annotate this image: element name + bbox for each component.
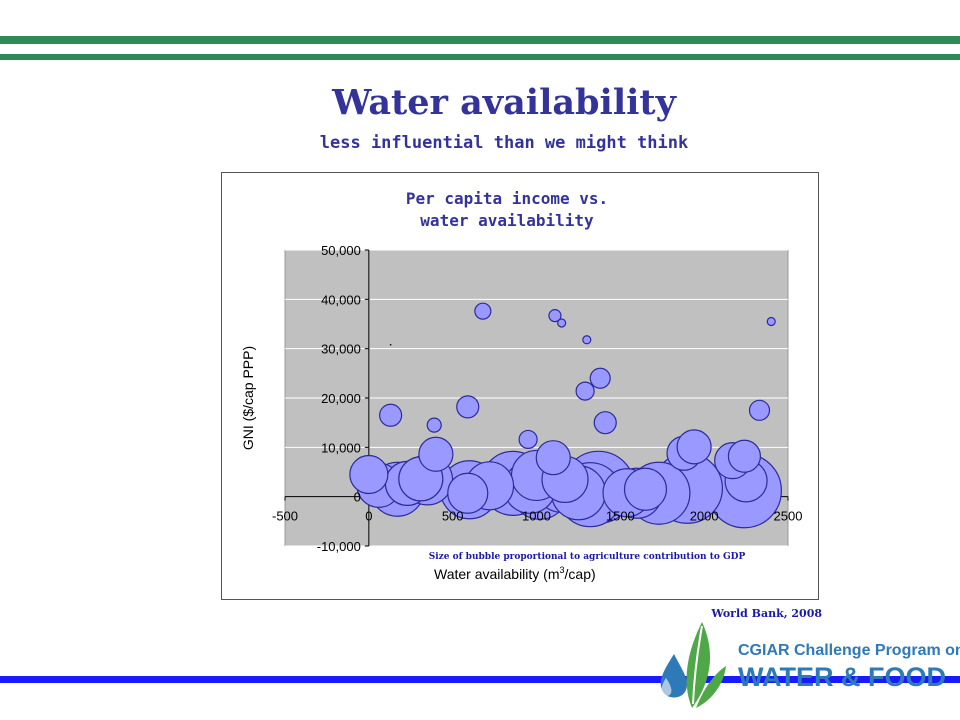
x-axis-label-main: Water availability (m <box>434 566 560 582</box>
bubble-0 <box>379 403 403 427</box>
y-tick-label-1: 0 <box>354 490 361 505</box>
x-tick-label-3: 1000 <box>522 509 551 524</box>
bubble-15 <box>676 429 712 465</box>
bottom-blue-stripe <box>0 676 960 683</box>
y-tick-label-4: 30,000 <box>321 342 361 357</box>
bubble-11 <box>766 316 776 327</box>
bubble-size-note: Size of bubble proportional to agricultu… <box>429 552 746 562</box>
x-tick-label-1: 0 <box>365 509 372 524</box>
bubble-10 <box>518 429 538 450</box>
bubble-17 <box>418 436 454 472</box>
bubble-9 <box>593 411 617 435</box>
bubble-7 <box>589 367 611 389</box>
bubble-1 <box>426 417 442 433</box>
y-tick-label-3: 20,000 <box>321 391 361 406</box>
bubble-18 <box>535 440 571 476</box>
y-tick-label-0: -10,000 <box>317 539 361 554</box>
x-tick-label-4: 1500 <box>606 509 635 524</box>
cgiar-logo: CGIAR Challenge Program on WATER & FOOD <box>652 614 960 710</box>
tick-labels: -500 0 500 1000 1500 2000 2500 -10,000 0 10,000 20… <box>272 243 802 554</box>
bubble-4 <box>548 309 562 323</box>
y-tick-label-6: 50,000 <box>321 243 361 258</box>
chart-title-line1: Per capita income vs. <box>406 189 608 208</box>
bubbles <box>349 302 783 529</box>
x-tick-label-2: 500 <box>442 509 464 524</box>
bubble-19 <box>349 454 389 495</box>
logo-text-line1: CGIAR Challenge Program on <box>738 642 960 659</box>
source-note: World Bank, 2008 <box>711 607 822 620</box>
slide-title: Water availability <box>332 82 676 123</box>
top-green-stripe <box>0 36 960 44</box>
x-axis-label-sup: 3 <box>560 565 565 575</box>
x-axis-label-end: /cap) <box>565 566 596 582</box>
bubble-2 <box>456 395 480 419</box>
water-drop-leaf-icon <box>660 622 726 708</box>
chart-title-line2: water availability <box>420 211 594 230</box>
bubble-5 <box>557 318 567 328</box>
logo-text-line2: WATER & FOOD <box>738 662 946 692</box>
x-axis-label: Water availability (m3/cap) <box>434 565 596 582</box>
bubble-39 <box>623 467 668 511</box>
bubble-3 <box>474 302 492 320</box>
y-tick-label-5: 40,000 <box>321 292 361 307</box>
bubble-6 <box>582 335 592 345</box>
x-tick-label-5: 2000 <box>690 509 719 524</box>
slide-subtitle: less influential than we might think <box>319 133 689 153</box>
x-tick-label-0: -500 <box>272 509 298 524</box>
bubble-44 <box>389 343 392 346</box>
bubble-26 <box>447 472 489 514</box>
chart-frame: Per capita income vs. water availability… <box>221 172 819 600</box>
bubble-8 <box>575 381 595 401</box>
y-tick-label-2: 10,000 <box>321 440 361 455</box>
x-tick-label-6: 2500 <box>774 509 803 524</box>
bubble-13 <box>727 439 762 473</box>
y-axis-label: GNI ($/cap PPP) <box>240 346 256 450</box>
top-green-stripe-thin <box>0 54 960 60</box>
bubble-12 <box>748 399 771 421</box>
bubble-chart: Per capita income vs. water availability… <box>240 189 802 582</box>
